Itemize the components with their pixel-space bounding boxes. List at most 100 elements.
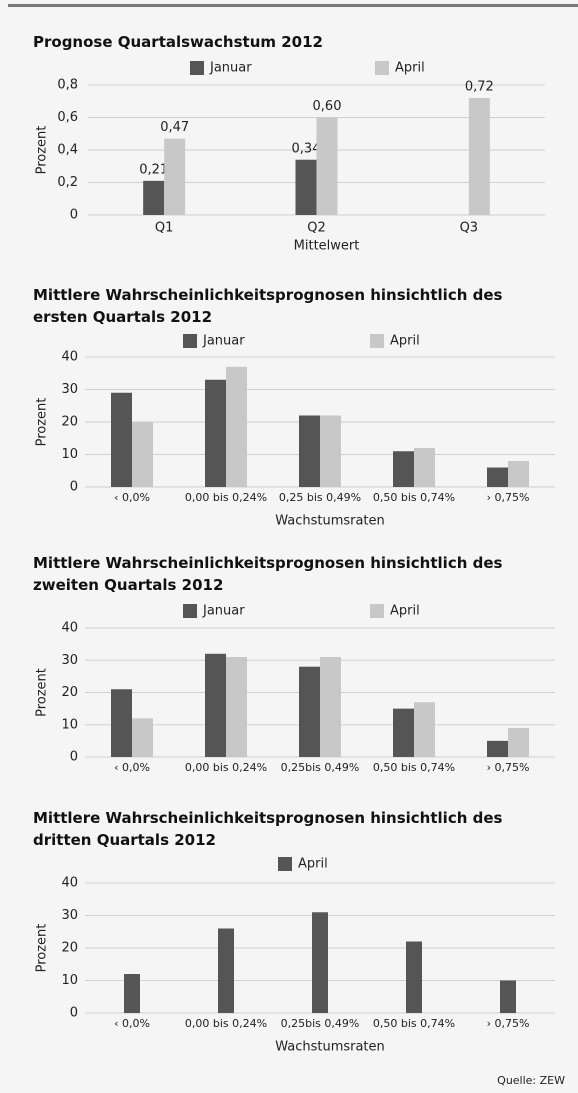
y-tick-label: 10 xyxy=(61,717,78,732)
legend-label: April xyxy=(390,334,420,349)
y-tick-label: 0 xyxy=(70,1006,78,1021)
legend-swatch xyxy=(370,334,384,348)
value-label: 0,21 xyxy=(139,162,168,177)
y-tick-label: 40 xyxy=(61,876,78,891)
legend-swatch xyxy=(375,61,389,75)
y-tick-label: 10 xyxy=(61,447,78,462)
bar xyxy=(500,980,516,1013)
x-tick-label: 0,00 bis 0,24% xyxy=(185,1017,267,1030)
bar xyxy=(205,653,226,757)
bar xyxy=(132,718,153,757)
bar xyxy=(393,708,414,757)
bar xyxy=(316,117,338,215)
y-tick-label: 20 xyxy=(61,941,78,956)
x-tick-label: 0,25 bis 0,49% xyxy=(279,491,361,504)
x-tick-label: 0,50 bis 0,74% xyxy=(373,761,455,774)
bar xyxy=(218,928,234,1013)
bar xyxy=(312,912,328,1013)
bar xyxy=(299,415,320,487)
bar xyxy=(393,451,414,487)
x-tick-label: 0,00 bis 0,24% xyxy=(185,761,267,774)
bar xyxy=(414,702,435,757)
y-tick-label: 0,4 xyxy=(57,143,78,158)
x-tick-label: ‹ 0,0% xyxy=(114,1017,150,1030)
legend-label: April xyxy=(390,604,420,619)
bar xyxy=(299,666,320,757)
chart-title: Prognose Quartalswachstum 2012 xyxy=(33,33,323,51)
bar xyxy=(406,941,422,1013)
x-axis-label: Wachstumsraten xyxy=(275,1040,385,1055)
x-axis-label: Wachstumsraten xyxy=(275,514,385,529)
bar xyxy=(111,689,132,757)
y-tick-label: 40 xyxy=(61,621,78,636)
x-tick-label: Q1 xyxy=(155,221,174,236)
x-tick-label: › 0,75% xyxy=(487,1017,530,1030)
x-tick-label: 0,00 bis 0,24% xyxy=(185,491,267,504)
bar xyxy=(508,461,529,487)
y-axis-label: Prozent xyxy=(35,924,50,973)
bar xyxy=(111,392,132,487)
bar xyxy=(320,657,341,757)
x-tick-label: 0,25bis 0,49% xyxy=(281,1017,360,1030)
x-tick-label: 0,25bis 0,49% xyxy=(281,761,360,774)
bar xyxy=(226,657,247,757)
legend-label: Januar xyxy=(209,61,252,76)
bar xyxy=(205,379,226,487)
y-tick-label: 0 xyxy=(70,750,78,765)
value-label: 0,34 xyxy=(292,141,321,156)
bar xyxy=(468,98,490,215)
legend-swatch xyxy=(183,334,197,348)
legend-label: Januar xyxy=(202,604,245,619)
bar xyxy=(295,159,317,215)
bar xyxy=(226,366,247,487)
legend-label: Januar xyxy=(202,334,245,349)
legend-label: April xyxy=(395,61,425,76)
y-tick-label: 30 xyxy=(61,653,78,668)
value-label: 0,47 xyxy=(160,120,189,135)
y-tick-label: 30 xyxy=(61,908,78,923)
legend-swatch xyxy=(190,61,204,75)
bar xyxy=(487,467,508,487)
y-tick-label: 0,6 xyxy=(57,110,78,125)
y-axis-label: Prozent xyxy=(35,126,50,175)
y-tick-label: 0,2 xyxy=(57,175,78,190)
x-tick-label: ‹ 0,0% xyxy=(114,491,150,504)
bar xyxy=(487,740,508,757)
bar xyxy=(132,422,153,487)
x-tick-label: 0,50 bis 0,74% xyxy=(373,491,455,504)
x-tick-label: ‹ 0,0% xyxy=(114,761,150,774)
chart-title: Mittlere Wahrscheinlichkeitsprognosen hi… xyxy=(33,286,503,326)
y-axis-label: Prozent xyxy=(35,668,50,717)
bar xyxy=(414,448,435,487)
value-label: 0,60 xyxy=(313,99,342,114)
top-rule xyxy=(8,4,578,7)
x-tick-label: › 0,75% xyxy=(487,491,530,504)
legend-swatch xyxy=(183,604,197,618)
y-axis-label: Prozent xyxy=(35,398,50,447)
bar xyxy=(143,180,165,215)
bar xyxy=(164,138,186,215)
chart-title: Mittlere Wahrscheinlichkeitsprognosen hi… xyxy=(33,809,503,849)
bar xyxy=(124,974,140,1013)
value-label: 0,72 xyxy=(465,80,494,95)
source: Quelle: ZEW xyxy=(497,1074,565,1087)
x-tick-label: 0,50 bis 0,74% xyxy=(373,1017,455,1030)
y-tick-label: 30 xyxy=(61,382,78,397)
x-tick-label: › 0,75% xyxy=(487,761,530,774)
legend-swatch xyxy=(370,604,384,618)
legend-label: April xyxy=(298,857,328,872)
x-tick-label: Q3 xyxy=(460,221,479,236)
chart-title: Mittlere Wahrscheinlichkeitsprognosen hi… xyxy=(33,554,503,594)
x-axis-label: Mittelwert xyxy=(294,239,360,254)
y-tick-label: 40 xyxy=(61,350,78,365)
y-tick-label: 0,8 xyxy=(57,78,78,93)
y-tick-label: 20 xyxy=(61,415,78,430)
y-tick-label: 20 xyxy=(61,685,78,700)
y-tick-label: 0 xyxy=(70,480,78,495)
legend-swatch xyxy=(278,857,292,871)
bar xyxy=(508,727,529,757)
bar xyxy=(320,415,341,487)
y-tick-label: 0 xyxy=(70,208,78,223)
